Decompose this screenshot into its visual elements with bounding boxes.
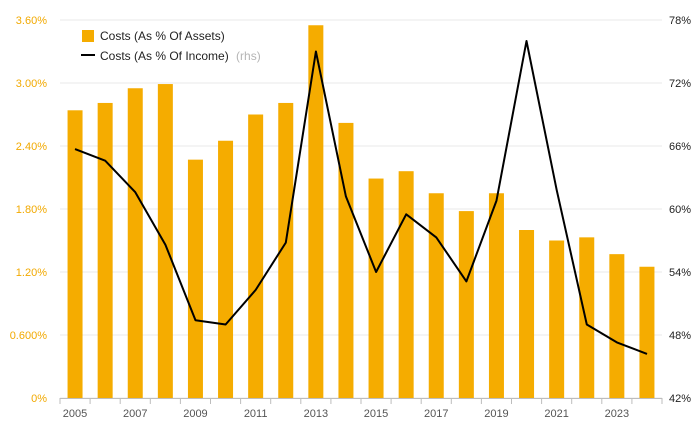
legend-label-income-suffix: (rhs) [236, 49, 261, 63]
bar [67, 110, 83, 399]
y-left-tick-label: 2.40% [16, 141, 47, 153]
gridlines [60, 19, 662, 399]
bar [428, 193, 444, 398]
y-right-tick-label: 54% [669, 267, 691, 279]
bar-series-assets [67, 25, 655, 399]
y-right-tick-label: 48% [669, 330, 691, 342]
bar [218, 140, 234, 398]
y-left-tick-label: 3.00% [16, 78, 47, 90]
bar [458, 211, 474, 398]
bar [157, 84, 173, 399]
bar [488, 193, 504, 398]
legend-swatch-assets [82, 30, 94, 42]
y-right-tick-label: 42% [669, 393, 691, 405]
x-tick-label: 2005 [63, 408, 87, 420]
bar [639, 266, 655, 398]
y-axis-right: 42% 48% 54% 60% 66% 72% 78% [669, 15, 691, 405]
bar [308, 25, 324, 398]
x-tick-label: 2011 [244, 408, 268, 420]
y-axis-left: 0% 0.600% 1.20% 1.80% 2.40% 3.00% 3.60% [10, 15, 48, 405]
bar [398, 171, 414, 398]
x-tick-label: 2015 [364, 408, 388, 420]
y-right-tick-label: 78% [669, 15, 691, 27]
bar [338, 122, 354, 399]
bar [549, 240, 565, 398]
legend: Costs (As % Of Assets) Costs (As % Of In… [81, 29, 261, 63]
y-right-tick-label: 66% [669, 141, 691, 153]
x-tick-label: 2023 [605, 408, 629, 420]
y-left-tick-label: 0.600% [10, 330, 48, 342]
x-tick-label: 2019 [484, 408, 508, 420]
legend-label-assets: Costs (As % Of Assets) [100, 29, 225, 43]
series-line [74, 40, 648, 355]
y-right-tick-label: 72% [669, 78, 691, 90]
y-left-tick-label: 1.80% [16, 204, 47, 216]
y-left-tick-label: 1.20% [16, 267, 47, 279]
x-tick-label: 2013 [304, 408, 328, 420]
x-tick-label: 2009 [183, 408, 207, 420]
bar [579, 237, 595, 398]
bar [609, 254, 625, 398]
bar [278, 102, 294, 398]
x-tick-label: 2021 [544, 408, 568, 420]
line-series-income [74, 40, 648, 355]
legend-label-income-group: Costs (As % Of Income) (rhs) [100, 49, 261, 63]
x-tick-label: 2007 [123, 408, 147, 420]
x-axis: 2005 2007 2009 2011 2013 2015 2017 2019 2021 2023 [59, 398, 663, 420]
bar [368, 178, 384, 398]
x-tick-label: 2017 [424, 408, 448, 420]
y-right-tick-label: 60% [669, 204, 691, 216]
bar [248, 114, 264, 398]
y-left-tick-label: 3.60% [16, 15, 47, 27]
bar [127, 88, 143, 398]
bar [187, 159, 203, 398]
legend-label-income: Costs (As % Of Income) [100, 49, 229, 63]
y-left-tick-label: 0% [31, 393, 47, 405]
bar [519, 230, 535, 398]
bar [97, 102, 113, 398]
